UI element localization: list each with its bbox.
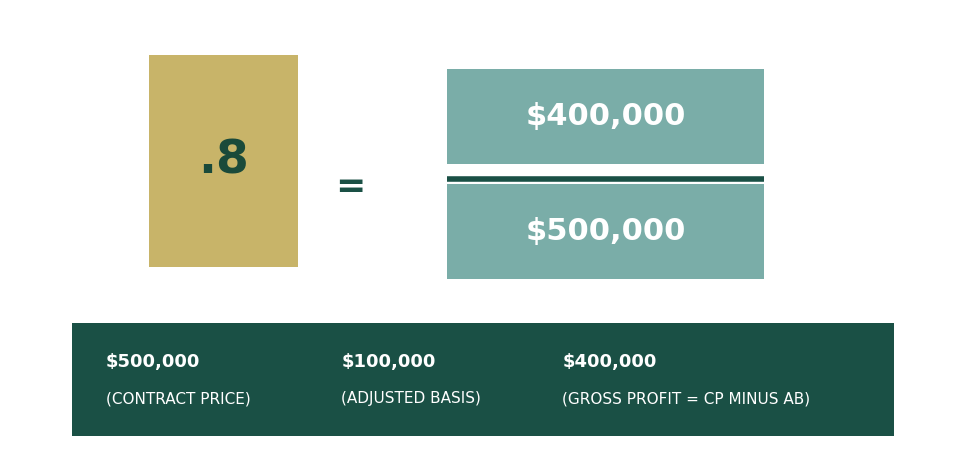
Text: $400,000: $400,000 bbox=[562, 353, 656, 371]
FancyBboxPatch shape bbox=[447, 184, 764, 279]
Text: =: = bbox=[335, 170, 366, 204]
FancyBboxPatch shape bbox=[149, 55, 298, 267]
Text: $500,000: $500,000 bbox=[106, 353, 200, 371]
Text: .8: .8 bbox=[198, 139, 249, 184]
Text: $400,000: $400,000 bbox=[526, 102, 685, 131]
Text: $500,000: $500,000 bbox=[526, 217, 685, 246]
Text: $100,000: $100,000 bbox=[341, 353, 435, 371]
Text: (ADJUSTED BASIS): (ADJUSTED BASIS) bbox=[341, 391, 481, 406]
Text: (CONTRACT PRICE): (CONTRACT PRICE) bbox=[106, 391, 251, 406]
Text: (GROSS PROFIT = CP MINUS AB): (GROSS PROFIT = CP MINUS AB) bbox=[562, 391, 810, 406]
FancyBboxPatch shape bbox=[447, 69, 764, 164]
FancyBboxPatch shape bbox=[72, 323, 894, 436]
